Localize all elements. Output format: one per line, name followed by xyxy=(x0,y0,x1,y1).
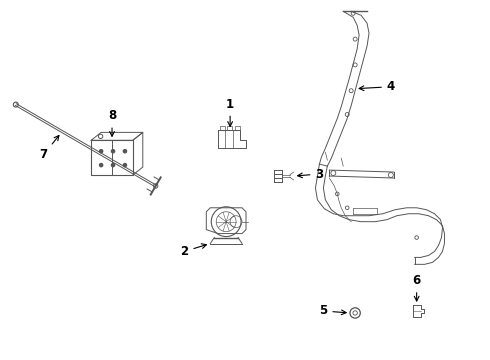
Circle shape xyxy=(99,150,103,153)
Circle shape xyxy=(111,150,115,153)
Text: 6: 6 xyxy=(413,274,421,301)
Circle shape xyxy=(123,163,126,167)
Text: 5: 5 xyxy=(319,305,346,318)
Circle shape xyxy=(111,163,115,167)
Text: 2: 2 xyxy=(180,244,206,258)
Text: 4: 4 xyxy=(359,80,395,93)
Text: 8: 8 xyxy=(108,109,116,136)
Bar xyxy=(220,126,224,130)
Text: 3: 3 xyxy=(297,167,323,181)
Circle shape xyxy=(99,163,103,167)
Text: 7: 7 xyxy=(40,135,59,161)
Bar xyxy=(235,126,240,130)
Bar xyxy=(91,140,133,175)
Circle shape xyxy=(123,150,126,153)
Text: 1: 1 xyxy=(226,98,234,126)
Bar xyxy=(227,126,232,130)
